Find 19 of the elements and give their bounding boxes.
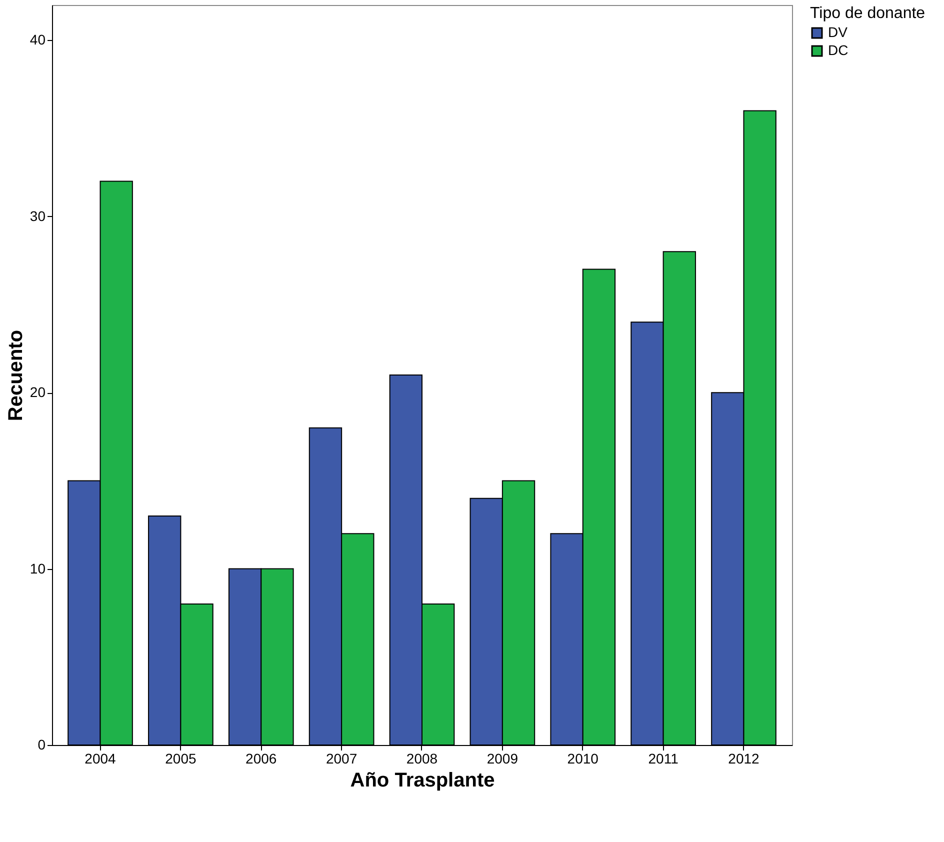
legend-label: DC xyxy=(828,42,848,58)
x-tick-label: 2008 xyxy=(406,750,438,766)
x-tick-label: 2012 xyxy=(728,750,760,766)
y-tick-label: 30 xyxy=(30,208,46,224)
y-tick-label: 10 xyxy=(30,560,46,576)
legend-title: Tipo de donante xyxy=(810,5,926,22)
x-tick-label: 2004 xyxy=(84,750,116,766)
y-tick-label: 40 xyxy=(30,32,46,48)
x-tick-label: 2007 xyxy=(326,750,358,766)
x-tick-label: 2005 xyxy=(165,750,196,766)
x-axis-title: Año Trasplante xyxy=(350,770,495,792)
x-tick-label: 2006 xyxy=(246,750,277,766)
y-axis-title: Recuento xyxy=(4,330,27,422)
x-tick-label: 2011 xyxy=(648,750,679,766)
y-tick-label: 20 xyxy=(30,384,46,400)
y-tick-label: 0 xyxy=(38,736,46,752)
x-tick-label: 2010 xyxy=(567,750,599,766)
x-tick-label: 2009 xyxy=(486,750,518,766)
legend-label: DV xyxy=(828,24,848,40)
